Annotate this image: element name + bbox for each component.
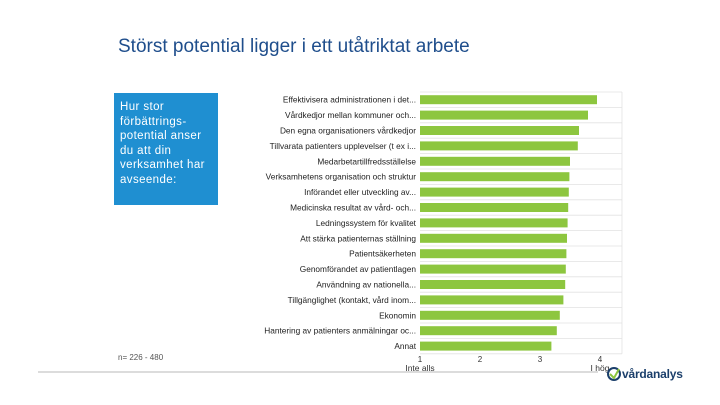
bottom-rule xyxy=(38,371,598,373)
question-text: Hur stor förbättrings-potential anser du… xyxy=(120,101,205,186)
bar xyxy=(420,203,569,212)
sample-size-note: n= 226 - 480 xyxy=(118,353,164,362)
bar xyxy=(420,341,552,351)
bar xyxy=(420,187,569,197)
category-label-layer: Effektivisera administrationen i det... V… xyxy=(264,95,416,351)
grid-layer xyxy=(420,91,623,355)
x-tick-label: 4 xyxy=(598,355,603,364)
x-tick-label: 1 xyxy=(418,355,423,364)
question-box: Hur stor förbättrings-potential anser du… xyxy=(114,93,218,205)
bar xyxy=(420,172,570,182)
bar xyxy=(420,295,564,305)
category-label: Hantering av patienters anmälningar oc..… xyxy=(264,326,416,336)
vardanalys-logo-icon xyxy=(607,367,621,381)
category-label: Tillgänglighet (kontakt, vård inom... xyxy=(288,295,416,305)
bar xyxy=(420,326,557,336)
category-label: Att stärka patienternas ställning xyxy=(300,233,416,243)
category-label: Vårdkedjor mellan kommuner och... xyxy=(285,110,416,120)
bar xyxy=(420,141,578,151)
bar-layer xyxy=(420,95,597,351)
x-tick-sublabel: Inte alls xyxy=(405,363,434,373)
bar xyxy=(420,249,567,259)
x-tick-label: 3 xyxy=(538,355,543,364)
category-label: Användning av nationella... xyxy=(316,280,416,290)
x-tick-sublabel: I hög xyxy=(591,363,610,373)
category-label: Verksamhetens organisation och struktur xyxy=(266,172,417,182)
bar xyxy=(420,156,570,166)
category-label: Den egna organisationers vårdkedjor xyxy=(280,126,416,136)
bar xyxy=(420,264,566,274)
bar xyxy=(420,280,566,289)
bar xyxy=(420,126,579,135)
bar xyxy=(420,310,560,320)
category-label: Genomförandet av patientlagen xyxy=(300,264,417,274)
category-label: Medarbetartillfredsställelse xyxy=(317,156,416,166)
bar xyxy=(420,218,568,228)
x-tick-label: 2 xyxy=(478,355,483,364)
category-label: Effektivisera administrationen i det... xyxy=(283,95,416,105)
bar xyxy=(420,233,567,243)
category-label: Tillvarata patienters upplevelser (t ex … xyxy=(270,141,416,151)
slide-title: Störst potential ligger i ett utåtriktat… xyxy=(118,36,470,57)
category-label: Ledningssystem för kvalitet xyxy=(316,218,417,228)
category-label: Medicinska resultat av vård- och... xyxy=(290,203,416,213)
category-label: Patientsäkerheten xyxy=(349,249,416,259)
category-label: Annat xyxy=(394,341,416,351)
bar xyxy=(420,95,597,105)
logo-text: vårdanalys xyxy=(622,367,683,381)
category-label: Ekonomin xyxy=(379,310,416,320)
category-label: Införandet eller utveckling av... xyxy=(304,187,416,197)
bar xyxy=(420,110,588,120)
